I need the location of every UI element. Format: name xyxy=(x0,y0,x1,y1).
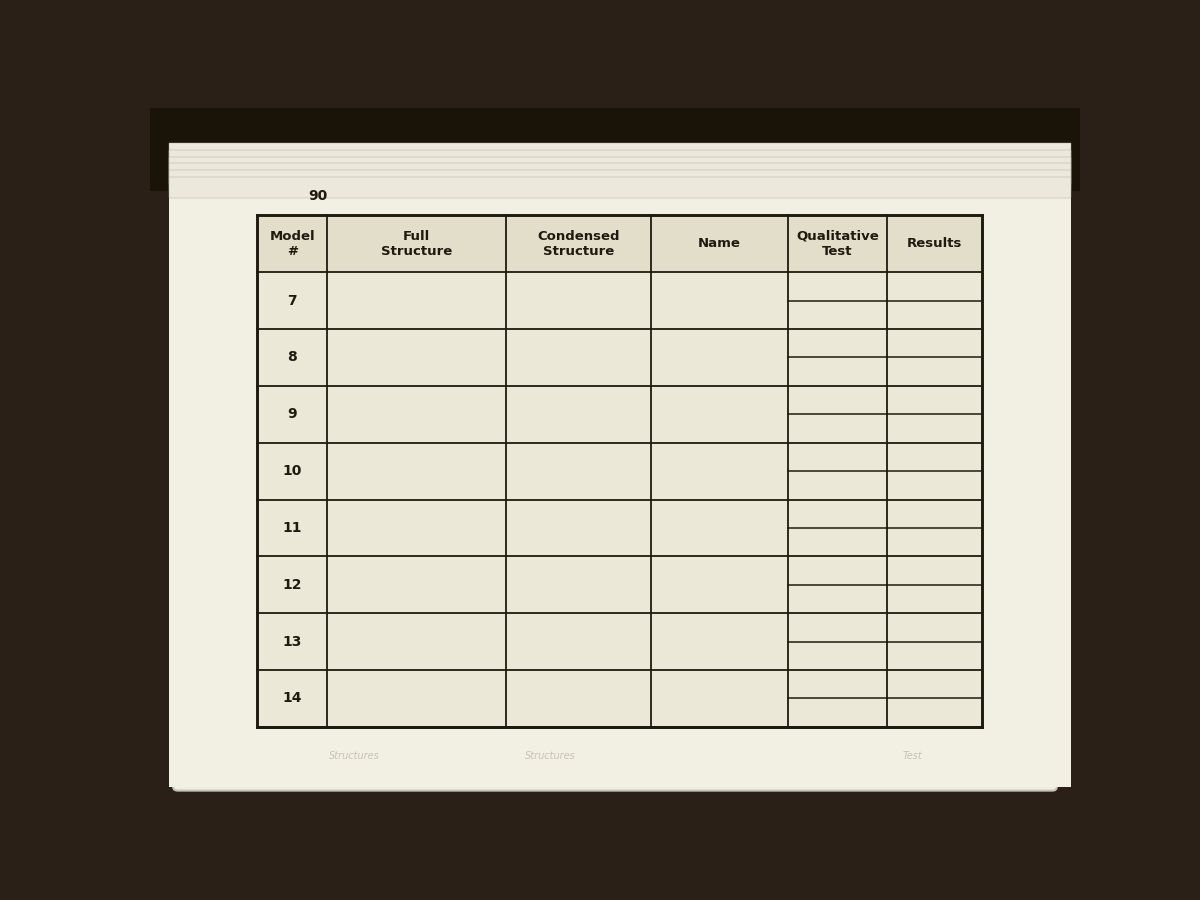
Text: 9: 9 xyxy=(287,408,296,421)
Bar xyxy=(168,143,1070,164)
Text: Full
Structure: Full Structure xyxy=(380,230,452,257)
Text: 7: 7 xyxy=(287,293,296,308)
Bar xyxy=(257,215,983,727)
Text: 90: 90 xyxy=(308,189,328,202)
Bar xyxy=(164,116,1031,172)
Text: 14: 14 xyxy=(282,691,302,706)
Bar xyxy=(140,95,996,151)
Text: Structures: Structures xyxy=(524,751,575,761)
Text: Model
#: Model # xyxy=(269,230,314,257)
Text: 11: 11 xyxy=(282,521,302,535)
Bar xyxy=(257,215,983,272)
Bar xyxy=(160,112,1025,167)
Bar xyxy=(150,108,1080,191)
FancyBboxPatch shape xyxy=(173,140,1057,790)
Bar xyxy=(150,104,1010,159)
Text: Results: Results xyxy=(907,238,962,250)
Bar xyxy=(168,170,1070,191)
FancyBboxPatch shape xyxy=(168,184,1070,788)
Text: Name: Name xyxy=(697,238,740,250)
Text: 13: 13 xyxy=(282,634,302,649)
Bar xyxy=(145,100,1003,155)
Text: Condensed
Structure: Condensed Structure xyxy=(536,230,619,257)
Bar xyxy=(155,108,1018,164)
Text: Qualitative
Test: Qualitative Test xyxy=(796,230,878,257)
Bar xyxy=(168,149,1070,170)
Bar xyxy=(168,164,1070,184)
Text: Test: Test xyxy=(902,751,923,761)
Text: 10: 10 xyxy=(282,464,302,478)
Bar xyxy=(168,177,1070,198)
Text: 8: 8 xyxy=(287,350,298,365)
Bar xyxy=(168,157,1070,177)
Bar xyxy=(168,121,1038,176)
Text: Structures: Structures xyxy=(329,751,380,761)
Bar xyxy=(173,124,1045,180)
Text: 12: 12 xyxy=(282,578,302,592)
